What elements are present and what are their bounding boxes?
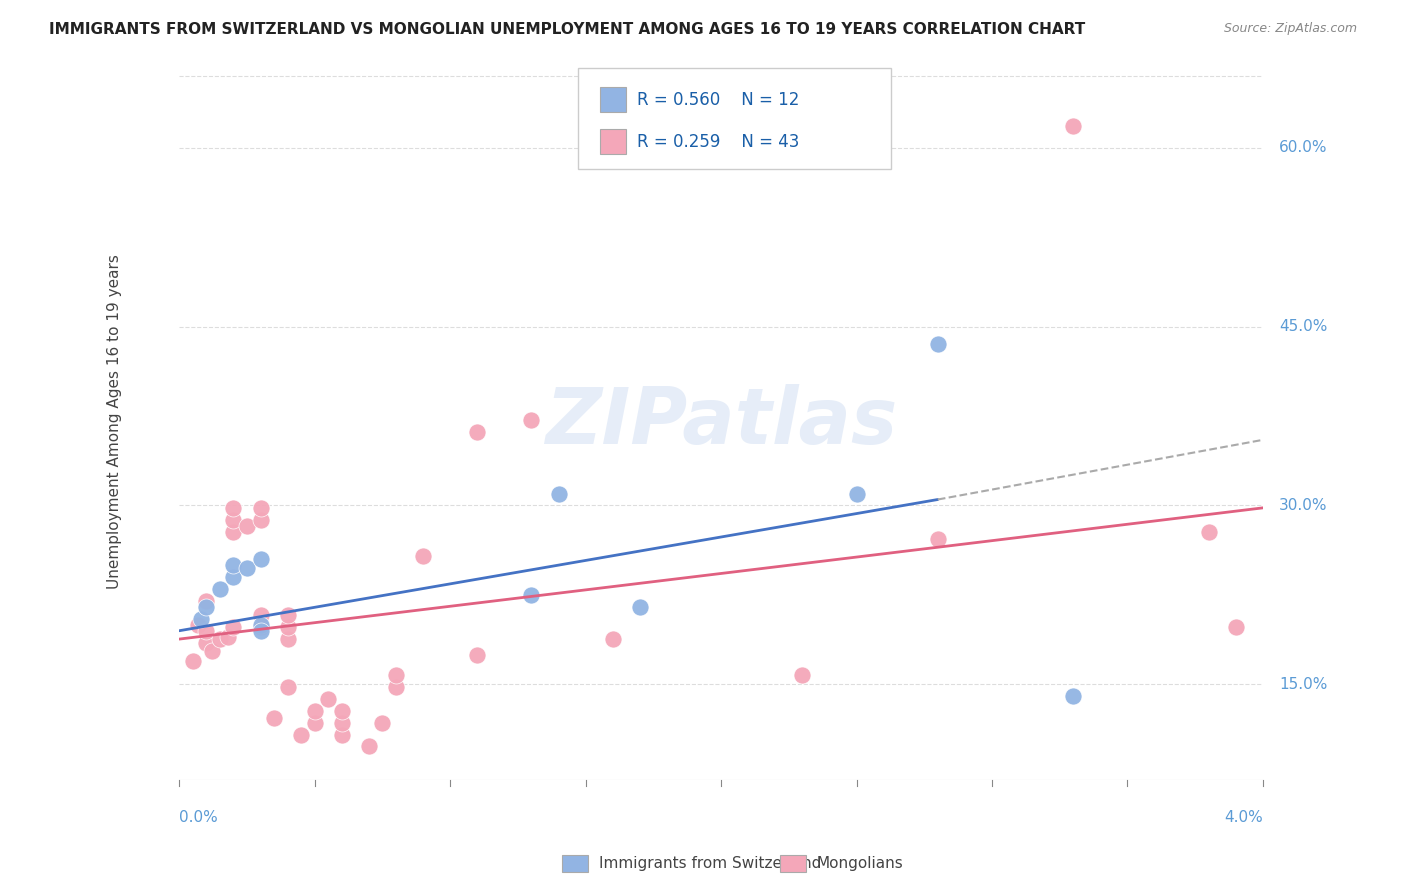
Point <box>208 582 231 596</box>
Point <box>792 668 814 682</box>
Point <box>927 337 949 351</box>
Point <box>628 599 651 614</box>
Point <box>357 739 380 754</box>
Point <box>195 599 218 614</box>
Point <box>249 624 271 638</box>
Point <box>304 704 326 718</box>
Point <box>316 691 339 706</box>
Point <box>277 620 299 634</box>
Point <box>249 617 271 632</box>
Text: 45.0%: 45.0% <box>1279 319 1327 334</box>
Point <box>547 486 569 500</box>
Point <box>277 608 299 623</box>
Text: Immigrants from Switzerland: Immigrants from Switzerland <box>599 856 821 871</box>
Point <box>277 632 299 646</box>
Point <box>195 594 218 608</box>
Point <box>249 608 271 623</box>
Point <box>927 532 949 546</box>
Point <box>845 486 868 500</box>
Point <box>263 711 285 725</box>
Point <box>465 425 488 439</box>
Point <box>222 558 245 573</box>
Point <box>465 648 488 662</box>
Point <box>249 552 271 566</box>
Point <box>236 560 259 574</box>
Point <box>222 620 245 634</box>
Point <box>249 620 271 634</box>
Point <box>602 632 624 646</box>
Point <box>1225 620 1247 634</box>
Point <box>290 727 312 741</box>
Point <box>520 588 543 602</box>
Point <box>190 612 212 626</box>
Point <box>330 715 353 730</box>
Text: 60.0%: 60.0% <box>1279 140 1327 155</box>
Text: R = 0.259    N = 43: R = 0.259 N = 43 <box>637 133 799 151</box>
Point <box>217 630 239 644</box>
Point <box>277 680 299 694</box>
Point <box>249 500 271 515</box>
Point <box>195 624 218 638</box>
Text: Unemployment Among Ages 16 to 19 years: Unemployment Among Ages 16 to 19 years <box>107 254 122 590</box>
Text: IMMIGRANTS FROM SWITZERLAND VS MONGOLIAN UNEMPLOYMENT AMONG AGES 16 TO 19 YEARS : IMMIGRANTS FROM SWITZERLAND VS MONGOLIAN… <box>49 22 1085 37</box>
Point <box>1198 524 1220 539</box>
Point <box>201 644 224 658</box>
Point <box>236 518 259 533</box>
Point <box>222 570 245 584</box>
Point <box>222 524 245 539</box>
Point <box>195 635 218 649</box>
Point <box>330 727 353 741</box>
Text: Mongolians: Mongolians <box>817 856 904 871</box>
Text: R = 0.560    N = 12: R = 0.560 N = 12 <box>637 91 799 109</box>
Point <box>222 513 245 527</box>
Point <box>208 632 231 646</box>
Text: 0.0%: 0.0% <box>180 810 218 825</box>
Point <box>371 715 394 730</box>
Point <box>412 549 434 563</box>
Point <box>304 715 326 730</box>
Text: 4.0%: 4.0% <box>1225 810 1263 825</box>
Text: Source: ZipAtlas.com: Source: ZipAtlas.com <box>1223 22 1357 36</box>
Text: 30.0%: 30.0% <box>1279 498 1327 513</box>
Point <box>520 412 543 426</box>
Point <box>330 704 353 718</box>
Point <box>181 654 204 668</box>
Point <box>385 680 408 694</box>
Point <box>222 500 245 515</box>
Point <box>1062 690 1084 704</box>
Text: ZIPatlas: ZIPatlas <box>546 384 897 460</box>
Text: 15.0%: 15.0% <box>1279 677 1327 692</box>
Point <box>1062 119 1084 133</box>
Point <box>187 617 209 632</box>
Point <box>385 668 408 682</box>
Point <box>249 513 271 527</box>
